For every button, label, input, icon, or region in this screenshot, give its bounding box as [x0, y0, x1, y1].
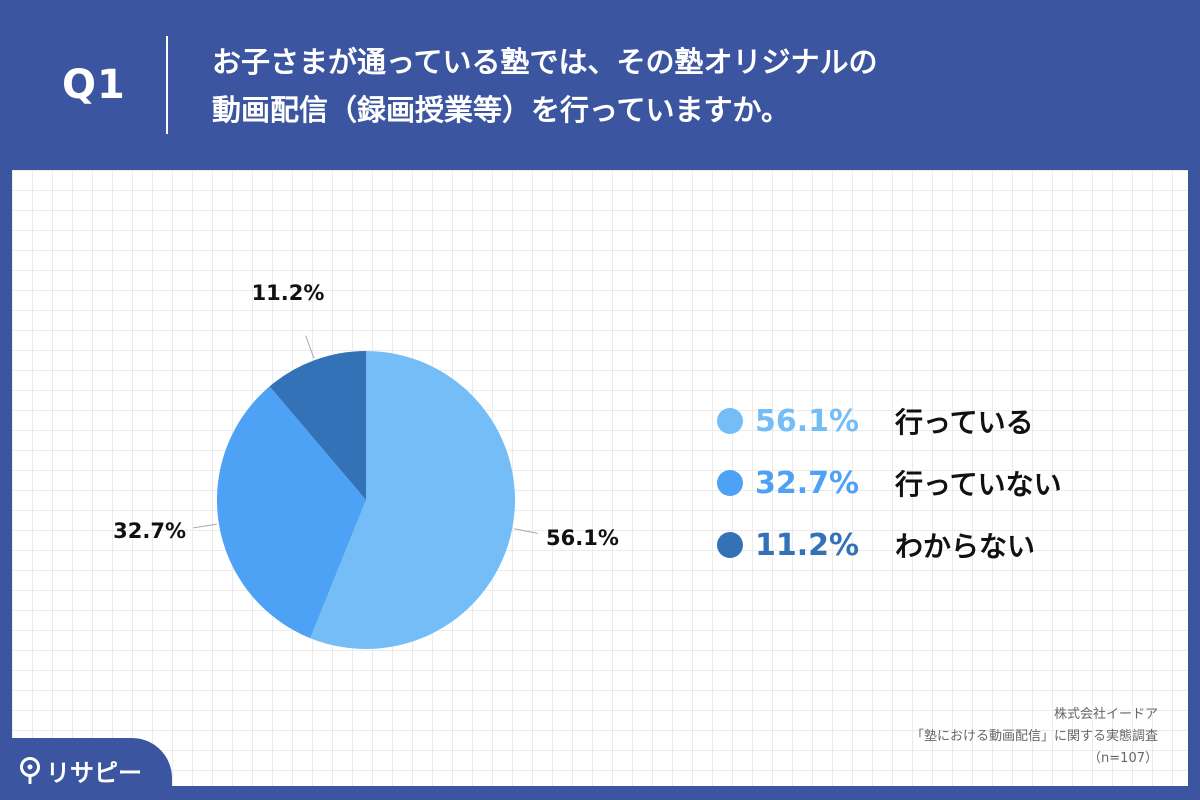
question-number: Q1 [62, 62, 126, 108]
legend-label: 行っていない [895, 468, 1062, 501]
pie-leader-line [514, 528, 538, 534]
pie-slice-doing [310, 351, 515, 649]
pie-leader-line [193, 523, 218, 529]
source-note: 株式会社イードア 「塾における動画配信」に関する実態調査 （n=107） [911, 704, 1158, 770]
pie-leader-line [305, 335, 315, 359]
source-survey: 「塾における動画配信」に関する実態調査 [910, 729, 1158, 744]
pie-slice-not-doing [216, 386, 366, 639]
question-line-2: 動画配信（録画授業等）を行っていますか。 [212, 93, 790, 127]
legend-label: わからない [895, 530, 1036, 563]
chart-legend: 56.1% 行っている 32.7% 行っていない 11.2% わからない [717, 390, 1062, 576]
question-header: Q1 お子さまが通っている塾では、その塾オリジナルの 動画配信（録画授業等）を行… [0, 0, 1200, 170]
legend-item: 56.1% 行っている [717, 390, 1062, 452]
legend-percent: 11.2% [755, 527, 860, 563]
pie-data-label: 11.2% [252, 281, 325, 305]
pie-slice-unknown [269, 351, 366, 500]
brand-name: リサピー [46, 759, 142, 787]
brand-logo: リサピー [0, 738, 172, 800]
chart-panel: 56.1% 32.7% 11.2% 56.1% 行っている 32.7% 行っていない… [12, 170, 1188, 786]
location-pin-icon [20, 757, 40, 784]
legend-dot-icon [717, 532, 743, 558]
pie-data-label: 32.7% [113, 519, 186, 543]
question-text: お子さまが通っている塾では、その塾オリジナルの 動画配信（録画授業等）を行ってい… [212, 38, 878, 134]
header-divider [166, 36, 168, 134]
source-company: 株式会社イードア [1053, 707, 1158, 722]
question-line-1: お子さまが通っている塾では、その塾オリジナルの [212, 45, 878, 79]
legend-item: 32.7% 行っていない [717, 452, 1062, 514]
pie-chart: 56.1% 32.7% 11.2% [113, 281, 619, 649]
legend-dot-icon [717, 408, 743, 434]
legend-item: 11.2% わからない [717, 514, 1062, 576]
legend-dot-icon [717, 470, 743, 496]
legend-label: 行っている [895, 406, 1034, 439]
pie-data-label: 56.1% [546, 526, 619, 550]
source-sample-size: （n=107） [1088, 751, 1158, 766]
legend-percent: 56.1% [755, 403, 860, 439]
legend-percent: 32.7% [755, 465, 860, 501]
